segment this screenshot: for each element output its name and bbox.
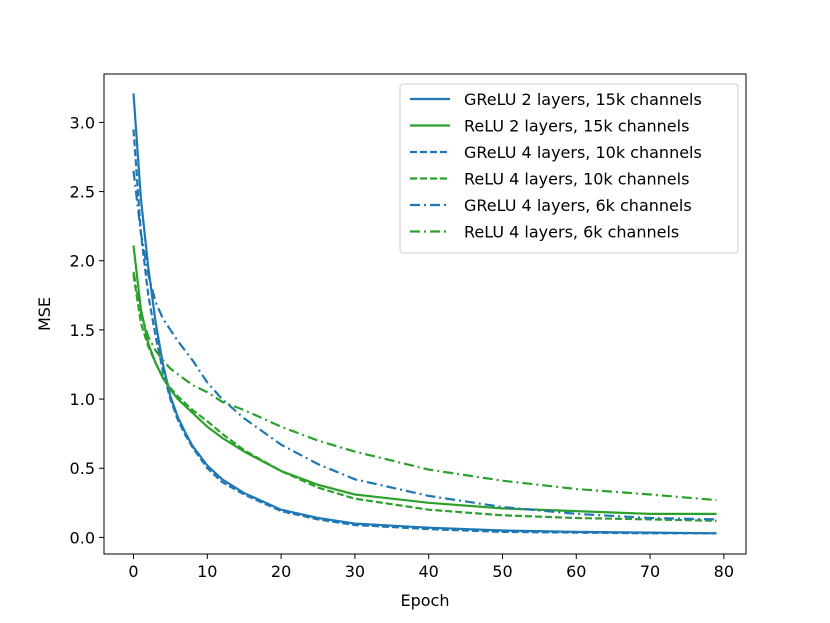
y-axis: 0.0 0.5 1.0 1.5 2.0 2.5 3.0 — [70, 113, 104, 547]
x-tick-label: 20 — [271, 562, 291, 581]
y-tick-label: 1.5 — [70, 321, 95, 340]
x-tick-label: 60 — [566, 562, 586, 581]
legend-box — [399, 83, 739, 254]
legend-label-3: GReLU 4 layers, 10k channels — [464, 143, 702, 162]
x-tick-label: 80 — [714, 562, 734, 581]
y-tick-label: 3.0 — [70, 113, 95, 132]
legend-label-1: GReLU 2 layers, 15k channels — [464, 90, 702, 109]
plot-frame — [103, 73, 747, 555]
y-tick-label: 0.5 — [70, 459, 95, 478]
y-axis-label: MSE — [35, 297, 54, 331]
y-tick-label: 2.0 — [70, 252, 95, 271]
y-tick-label: 0.0 — [70, 528, 95, 547]
x-tick-label: 50 — [492, 562, 512, 581]
series-line-4 — [132, 274, 717, 522]
legend-label-4: ReLU 4 layers, 10k channels — [464, 170, 689, 189]
x-tick-label: 0 — [128, 562, 138, 581]
x-axis-label: Epoch — [401, 591, 450, 610]
legend-label-6: ReLU 4 layers, 6k channels — [464, 223, 679, 242]
series-line-1 — [132, 93, 717, 535]
x-axis: 0 10 20 30 40 50 60 70 80 — [128, 554, 734, 581]
y-tick-label: 1.0 — [70, 390, 95, 409]
x-tick-label: 40 — [419, 562, 439, 581]
x-tick-label: 30 — [345, 562, 365, 581]
legend: GReLU 2 layers, 15k channels ReLU 2 layer… — [399, 83, 739, 254]
x-tick-label: 10 — [197, 562, 217, 581]
series-line-6 — [132, 271, 717, 502]
legend-label-5: GReLU 4 layers, 6k channels — [464, 196, 692, 215]
series-line-3 — [132, 129, 717, 535]
x-tick-label: 70 — [640, 562, 660, 581]
legend-label-2: ReLU 2 layers, 15k channels — [464, 117, 689, 136]
y-tick-label: 2.5 — [70, 183, 95, 202]
series-layer — [132, 93, 717, 535]
